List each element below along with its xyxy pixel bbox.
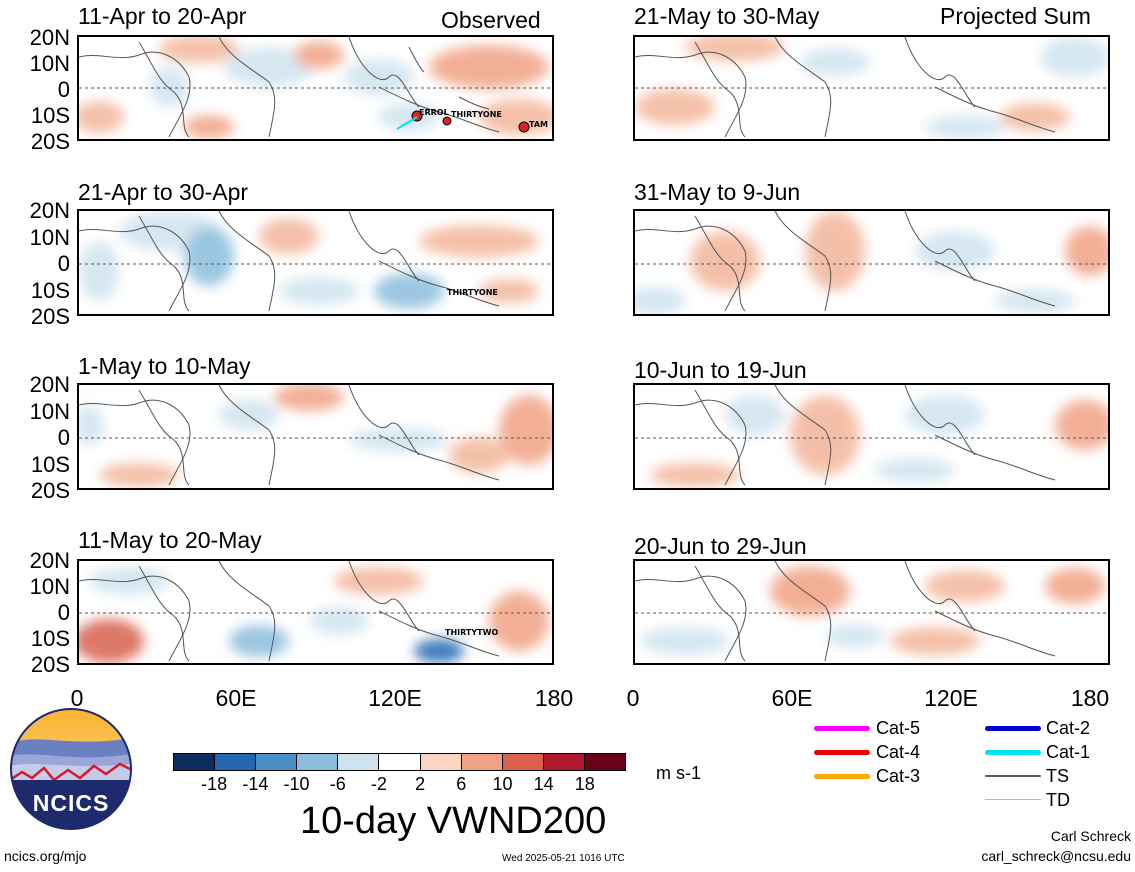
colorbar-tick-label: 10 <box>492 774 513 794</box>
colorbar-swatch <box>256 754 298 770</box>
colorbar-swatch <box>174 754 216 770</box>
coastlines <box>635 561 1056 662</box>
timestamp: Wed 2025-05-21 1016 UTC <box>502 853 625 864</box>
ncics-url-link[interactable]: ncics.org/mjo <box>4 848 87 864</box>
colorbar-tick-label: 2 <box>415 774 426 794</box>
map-svg <box>635 211 1108 314</box>
map-svg <box>635 37 1108 139</box>
coastlines <box>79 211 500 312</box>
panel-title-right-3: 10-Jun to 19-Jun <box>634 357 807 383</box>
panel-title-right-2: 31-May to 9-Jun <box>634 179 801 205</box>
storm-label-errol: ERROL <box>419 108 449 117</box>
ncics-logo: NCICS <box>10 708 132 830</box>
colorbar-swatch <box>502 754 544 770</box>
colorbar-tick-label: 14 <box>533 774 554 794</box>
author-name: Carl Schreck <box>1050 828 1131 844</box>
legend-line-cat2 <box>985 726 1041 731</box>
colorbar-swatch <box>297 754 339 770</box>
colorbar-swatch <box>584 754 626 770</box>
storm-label-thirtytwo: THIRTYTWO <box>445 628 498 637</box>
map-panel-left-4: THIRTYTWO <box>77 559 554 665</box>
legend-line-td <box>985 799 1041 800</box>
map-svg: ERROL THIRTYONE TAM <box>79 37 552 139</box>
logo-text: NCICS <box>32 790 110 816</box>
map-panel-left-3 <box>77 383 554 490</box>
colorbar-units: m s-1 <box>656 763 701 783</box>
colorbar <box>173 753 626 771</box>
storm-label-tam: TAM <box>529 120 548 129</box>
panel-title-right-4: 20-Jun to 29-Jun <box>634 533 807 559</box>
colorbar-swatch <box>420 754 462 770</box>
panel-title-left-4: 11-May to 20-May <box>78 527 262 553</box>
panel-title-left-3: 1-May to 10-May <box>78 353 251 379</box>
colorbar-swatch <box>461 754 503 770</box>
legend-label-ts: TS <box>1046 766 1070 786</box>
map-svg: THIRTYTWO <box>79 561 552 663</box>
map-panel-right-3 <box>633 383 1110 490</box>
panel-title-left-1: 11-Apr to 20-Apr <box>78 3 247 29</box>
map-panel-right-2 <box>633 209 1110 316</box>
map-svg <box>79 385 552 487</box>
map-svg <box>635 385 1108 487</box>
map-panel-left-2: THIRTYONE <box>77 209 554 316</box>
colorbar-tick-label: 18 <box>574 774 595 794</box>
legend-label-cat1: Cat-1 <box>1046 742 1091 762</box>
coastlines <box>635 211 1056 312</box>
colorbar-swatch <box>215 754 257 770</box>
map-panel-right-4 <box>633 559 1110 665</box>
colorbar-tick-label: -18 <box>201 774 228 794</box>
coastlines <box>79 561 500 662</box>
coastlines <box>635 37 1056 138</box>
legend-line-cat1 <box>985 750 1041 755</box>
panel-title-right-1: 21-May to 30-May <box>634 3 820 29</box>
colorbar-tick-label: -2 <box>370 774 387 794</box>
colorbar-swatch <box>338 754 380 770</box>
legend-label-td: TD <box>1046 790 1070 810</box>
legend-line-ts <box>985 775 1041 777</box>
legend-line-cat4 <box>814 750 870 755</box>
panel-title-left-2: 21-Apr to 30-Apr <box>78 179 249 205</box>
map-panel-left-1: ERROL THIRTYONE TAM <box>77 35 554 141</box>
legend-line-cat3 <box>814 774 870 779</box>
legend-line-cat5 <box>814 726 870 731</box>
legend-label-cat5: Cat-5 <box>876 718 921 738</box>
legend-label-cat3: Cat-3 <box>876 766 921 786</box>
colorbar-swatch <box>543 754 585 770</box>
map-svg <box>635 561 1108 662</box>
coastlines <box>635 385 1056 486</box>
colorbar-tick-label: 6 <box>456 774 467 794</box>
observed-label: Observed <box>441 7 541 33</box>
map-panel-right-1 <box>633 35 1110 141</box>
storm-markers <box>396 110 530 133</box>
storm-label-thirtyone: THIRTYONE <box>451 110 502 119</box>
projected-label: Projected Sum <box>940 3 1091 29</box>
colorbar-title: 10-day VWND200 <box>300 800 607 842</box>
author-email-link[interactable]: carl_schreck@ncsu.edu <box>981 848 1131 864</box>
storm-label-thirtyone: THIRTYONE <box>447 288 498 297</box>
colorbar-tick-label: -14 <box>242 774 269 794</box>
coastlines <box>79 37 500 138</box>
colorbar-tick-label: -6 <box>329 774 346 794</box>
colorbar-swatch <box>379 754 421 770</box>
coastlines <box>79 385 500 486</box>
legend-label-cat4: Cat-4 <box>876 742 921 762</box>
map-svg: THIRTYONE <box>79 211 552 312</box>
legend-label-cat2: Cat-2 <box>1046 718 1091 738</box>
ncics-logo-icon <box>10 708 132 830</box>
colorbar-tick-label: -10 <box>283 774 310 794</box>
